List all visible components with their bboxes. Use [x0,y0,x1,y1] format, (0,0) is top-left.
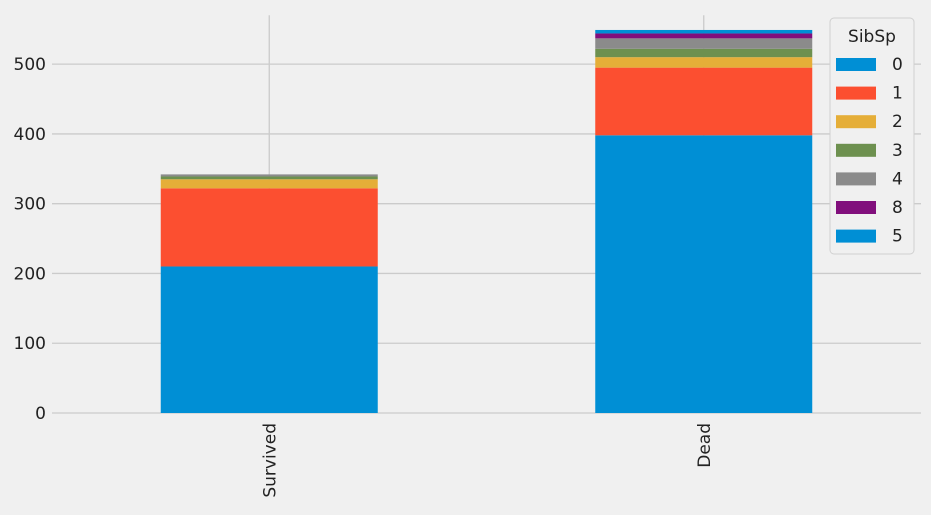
legend-swatch-8 [836,201,876,214]
y-axis-ticks: 0 100 200 300 400 500 [14,55,46,424]
bar-segment-survived-sibsp-4 [160,174,378,177]
legend-swatch-5 [836,229,876,243]
legend-swatch-2 [836,115,876,129]
bar-segment-dead-sibsp-5 [595,29,813,34]
legend-label-1: 1 [892,84,903,104]
bar-stacks [160,29,813,413]
legend: SibSp 0 1 2 3 4 8 5 [829,17,915,255]
bar-segment-dead-sibsp-4 [595,38,813,49]
legend-label-4: 4 [892,169,903,189]
y-tick-label: 300 [14,195,46,215]
legend-label-0: 0 [892,55,903,75]
x-tick-label-survived: Survived [260,423,280,498]
bar-segment-survived-sibsp-1 [160,188,378,267]
legend-swatch-3 [836,143,876,157]
x-axis-ticks: Survived Dead [260,423,715,498]
legend-label-2: 2 [892,112,903,132]
bar-segment-survived-sibsp-2 [160,179,378,189]
bar-segment-dead-sibsp-0 [595,135,813,413]
y-tick-label: 500 [14,55,46,75]
legend-label-8: 8 [892,198,903,218]
y-tick-label: 100 [14,334,46,354]
x-tick-label-dead: Dead [695,423,715,468]
legend-swatch-0 [836,58,876,71]
legend-label-3: 3 [892,141,903,161]
bar-segment-survived-sibsp-3 [160,176,378,180]
bar-segment-dead-sibsp-1 [595,67,813,136]
legend-title: SibSp [848,27,896,47]
legend-swatch-4 [836,172,876,186]
legend-box [829,17,915,255]
bar-segment-survived-sibsp-0 [160,266,378,413]
y-tick-label: 200 [14,264,46,284]
bar-segment-dead-sibsp-8 [595,33,813,39]
legend-label-5: 5 [892,227,903,247]
y-tick-label: 0 [35,404,46,424]
legend-swatch-1 [836,86,876,100]
y-tick-label: 400 [14,125,46,145]
bar-segment-dead-sibsp-2 [595,57,813,68]
bar-segment-dead-sibsp-3 [595,48,813,58]
